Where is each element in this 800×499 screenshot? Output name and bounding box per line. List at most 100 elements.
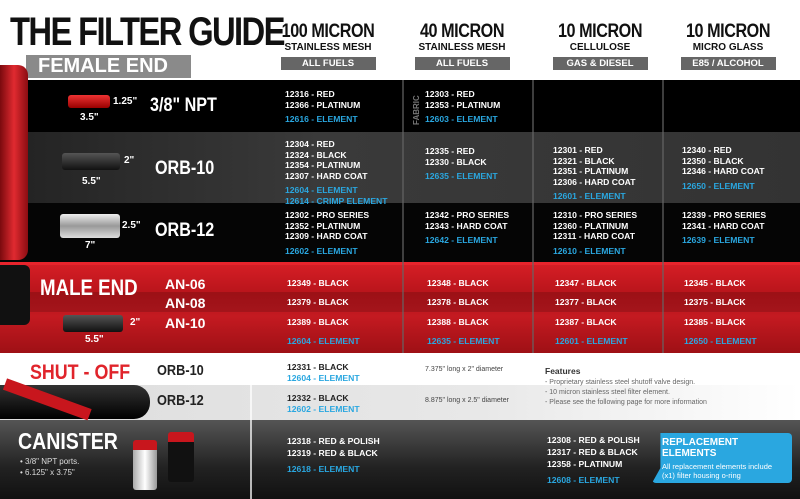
part-cell: 12340 - RED 12350 - BLACK 12346 - HARD COA… [682,145,764,191]
part-number: 12332 - BLACK [287,393,349,403]
canister-black-image [168,432,194,482]
part-number: 12388 - BLACK [427,317,489,327]
material: STAINLESS MESH [418,42,506,53]
shutoff-label: SHUT - OFF [30,361,131,384]
fuel-badge: GAS & DIESEL [552,57,648,70]
part-number: 12387 - BLACK [555,317,617,327]
col-divider [402,80,404,353]
part-number: 12343 - HARD COAT [425,220,508,231]
part-number: 12339 - PRO SERIES [682,210,767,220]
part-cell: 12339 - PRO SERIES 12341 - HARD COAT 12639… [682,210,766,246]
size-text: 8.875" long x 2.5" diameter [425,397,509,404]
canister-polish-image [133,440,157,490]
row-band-orb10 [0,132,800,203]
row-label-an08: AN-08 [165,295,206,311]
part-cell: 12342 - PRO SERIES 12343 - HARD COAT 12642… [425,210,509,246]
female-end-label: FEMALE END [26,55,191,78]
fuel-badge: ALL FUELS [280,57,376,70]
element-number: 12639 - ELEMENT [682,235,755,245]
male-end-label: MALE END [40,275,138,300]
row-label-orb10: ORB-10 [155,158,215,179]
part-number: 12377 - BLACK [555,297,617,307]
element-number: 12602 - ELEMENT [285,245,358,256]
row-label-shutoff-orb10: ORB-10 [157,362,204,379]
column-header: 10 MICRON MICRO GLASS E85 / ALCOHOL [663,22,793,71]
male-fitting-image [0,265,30,325]
element-number: 12604 - ELEMENT [287,336,360,346]
part-number: 12358 - PLATINUM [547,459,623,469]
micron-rating: 40 MICRON [419,21,505,42]
dim-label: 5.5" [85,334,104,345]
part-number: 12366 - PLATINUM [285,99,361,110]
part-number: 12310 - PRO SERIES [553,210,638,220]
dim-label: 2" [124,155,135,166]
row-label-npt: 3/8" NPT [150,95,217,116]
row-band-orb12 [0,203,800,262]
element-number: 12610 - ELEMENT [553,245,626,256]
part-number: 12340 - RED [682,145,732,155]
part-cell: 12335 - RED 12330 - BLACK 12635 - ELEMENT [425,146,498,182]
part-number: 12303 - RED [425,89,475,99]
element-number: 12601 - ELEMENT [555,336,628,346]
size-text: 7.375" long x 2" diameter [425,366,504,373]
part-number: 12335 - RED [425,146,475,156]
element-number: 12604 - ELEMENT [287,372,360,383]
col-divider [662,80,664,353]
row-label-orb12: ORB-12 [155,220,215,241]
replacement-elements-callout: REPLACEMENT ELEMENTS All replacement ele… [652,433,792,483]
page-title: THE FILTER GUIDE [10,10,285,54]
part-number: 12354 - PLATINUM [285,160,361,170]
element-number: 12635 - ELEMENT [425,171,498,181]
element-number: 12616 - ELEMENT [285,114,358,124]
part-number: 12307 - HARD COAT [285,170,368,181]
part-number: 12385 - BLACK [684,317,746,327]
npt-filter-image [68,95,110,108]
part-number: 12379 - BLACK [287,297,349,307]
part-cell: 12302 - PRO SERIES 12352 - PLATINUM 12309 … [285,210,369,256]
part-cell: 12304 - RED 12324 - BLACK 12354 - PLATINUM… [285,139,388,206]
part-number: 12302 - PRO SERIES [285,210,370,220]
dim-label: 7" [85,240,96,251]
callout-text: All replacement elements include (x1) fi… [662,462,773,480]
part-number: 12347 - BLACK [555,278,617,288]
element-number: 12614 - CRIMP ELEMENT [285,195,388,206]
dim-label: 3.5" [80,112,99,123]
orb12-filter-image [60,214,120,238]
element-number: 12650 - ELEMENT [682,180,755,191]
part-number: 12318 - RED & POLISH [287,436,380,446]
spec-item: • 3/8" NPT ports. [20,457,80,466]
part-number: 12316 - RED [285,89,335,99]
part-number: 12306 - HARD COAT [553,176,636,187]
element-number: 12642 - ELEMENT [425,235,498,245]
part-number: 12351 - PLATINUM [553,166,629,176]
part-number: 12352 - PLATINUM [285,220,361,231]
male-end-band [0,262,800,353]
part-cell: 12303 - RED 12353 - PLATINUM 12603 - ELEME… [425,89,500,125]
micron-rating: 100 MICRON [281,21,375,42]
part-number: 12348 - BLACK [427,278,489,288]
part-number: 12375 - BLACK [684,297,746,307]
element-number: 12618 - ELEMENT [287,464,360,474]
feature-item: - Proprietary stainless steel shutoff va… [545,379,696,386]
part-number: 12331 - BLACK [287,362,349,372]
row-label-shutoff-orb12: ORB-12 [157,392,204,409]
part-number: 12311 - HARD COAT [553,231,635,241]
part-number: 12349 - BLACK [287,278,349,288]
element-number: 12601 - ELEMENT [553,191,626,201]
dim-label: 2" [130,317,141,328]
row-label-an10: AN-10 [165,315,206,331]
dim-label: 5.5" [82,176,101,187]
divider [0,262,800,265]
part-number: 12330 - BLACK [425,156,487,167]
features-list: - Proprietary stainless steel shutoff va… [545,378,707,408]
features-title: Features [545,366,581,376]
col-divider [250,353,252,499]
row-band-npt [0,80,800,132]
dim-label: 2.5" [122,220,141,231]
part-number: 12309 - HARD COAT [285,231,368,241]
material: STAINLESS MESH [284,42,372,53]
part-number: 12341 - HARD COAT [682,220,765,231]
orb10-filter-image [62,153,120,170]
column-header: 10 MICRON CELLULOSE GAS & DIESEL [535,22,665,71]
part-number: 12360 - PLATINUM [553,220,629,231]
